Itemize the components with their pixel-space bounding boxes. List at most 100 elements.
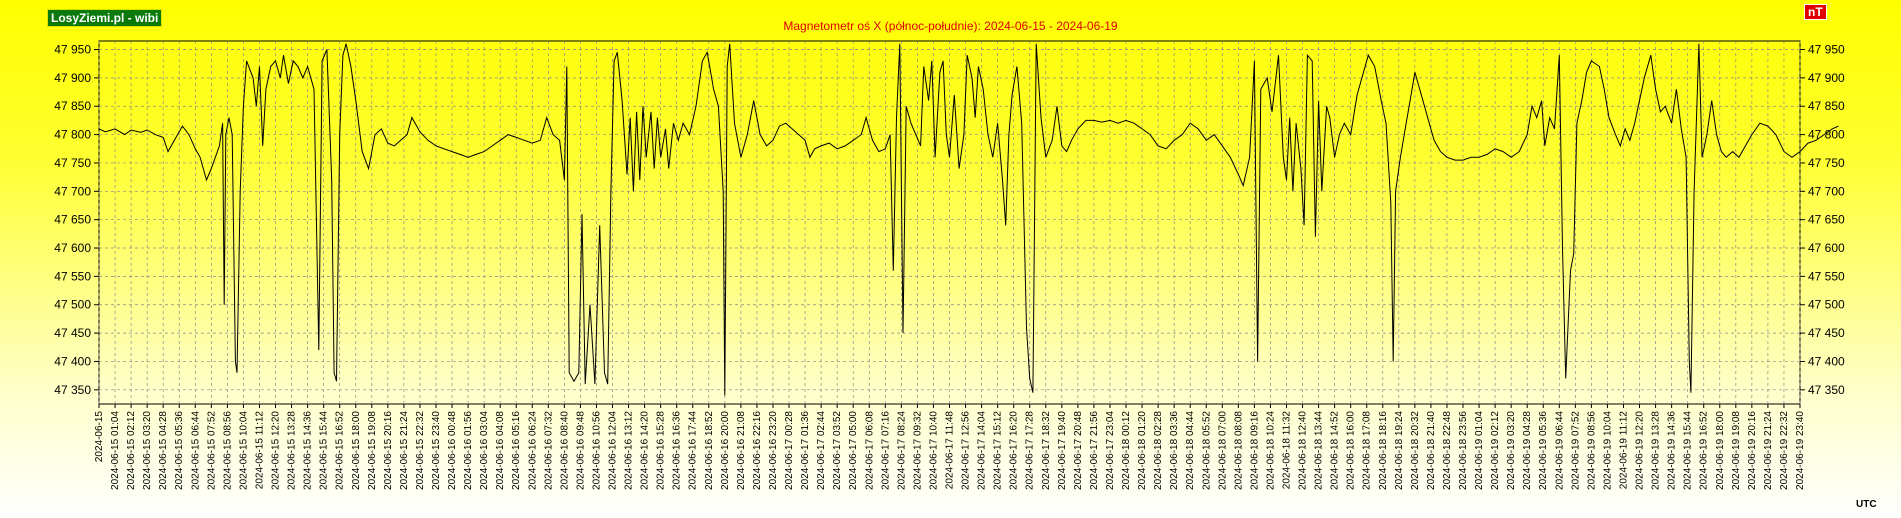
series-layer bbox=[98, 43, 1839, 396]
y-tick-label-right: 47 350 bbox=[1808, 383, 1845, 397]
x-tick-label: 2024-06-16 22:16 bbox=[752, 411, 763, 490]
x-tick-label: 2024-06-19 01:04 bbox=[1474, 411, 1485, 490]
x-tick-label: 2024-06-17 08:24 bbox=[896, 411, 907, 490]
y-tick-label-right: 47 700 bbox=[1808, 184, 1845, 198]
x-tick-label: 2024-06-17 20:48 bbox=[1073, 411, 1084, 490]
x-tick-label: 2024-06-15 03:20 bbox=[142, 411, 153, 490]
x-axis: 2024-06-15 2024-06-15 01:04 2024-06-15 02:… bbox=[94, 404, 1806, 490]
x-tick-label: 2024-06-15 15:44 bbox=[319, 411, 330, 490]
x-tick-label: 2024-06-18 08:08 bbox=[1233, 411, 1244, 490]
x-tick-label: 2024-06-18 18:16 bbox=[1378, 411, 1389, 490]
x-tick-label: 2024-06-19 12:20 bbox=[1635, 411, 1646, 490]
x-tick-label: 2024-06-19 02:12 bbox=[1490, 411, 1501, 490]
x-tick-label: 2024-06-18 21:40 bbox=[1426, 411, 1437, 490]
x-tick-label: 2024-06-19 03:20 bbox=[1506, 411, 1517, 490]
x-tick-label: 2024-06-19 23:40 bbox=[1795, 411, 1806, 490]
x-tick-label: 2024-06-15 23:40 bbox=[431, 411, 442, 490]
y-tick-label: 47 800 bbox=[54, 128, 91, 142]
x-tick-label: 2024-06-16 04:08 bbox=[495, 411, 506, 490]
x-tick-label: 2024-06-15 08:56 bbox=[222, 411, 233, 490]
x-tick-label: 2024-06-15 22:32 bbox=[415, 411, 426, 490]
x-tick-label: 2024-06-16 07:32 bbox=[543, 411, 554, 490]
x-tick-label: 2024-06-19 15:44 bbox=[1683, 411, 1694, 490]
x-tick-label: 2024-06-16 06:24 bbox=[527, 411, 538, 490]
x-tick-label: 2024-06-15 01:04 bbox=[110, 411, 121, 490]
y-tick-label: 47 350 bbox=[54, 383, 91, 397]
x-tick-label: 2024-06-18 19:24 bbox=[1394, 411, 1405, 490]
y-tick-label-right: 47 950 bbox=[1808, 43, 1845, 57]
y-tick-label-right: 47 750 bbox=[1808, 156, 1845, 170]
y-tick-label-right: 47 600 bbox=[1808, 241, 1845, 255]
y-tick-label-right: 47 450 bbox=[1808, 326, 1845, 340]
x-tick-label: 2024-06-16 21:08 bbox=[736, 411, 747, 490]
y-tick-label-right: 47 550 bbox=[1808, 269, 1845, 283]
chart-title: Magnetometr oś X (północ-południe): 2024… bbox=[783, 19, 1118, 33]
x-tick-label: 2024-06-17 02:44 bbox=[816, 411, 827, 490]
y-tick-label: 47 700 bbox=[54, 184, 91, 198]
x-tick-label: 2024-06-17 12:56 bbox=[961, 411, 972, 490]
x-tick-label: 2024-06-17 05:00 bbox=[848, 411, 859, 490]
x-tick-label: 2024-06-17 17:28 bbox=[1025, 411, 1036, 490]
x-tick-label: 2024-06-19 08:56 bbox=[1586, 411, 1597, 490]
x-tick-label: 2024-06-15 16:52 bbox=[335, 411, 346, 490]
x-tick-label: 2024-06-16 03:04 bbox=[479, 411, 490, 490]
x-tick-label: 2024-06-18 22:48 bbox=[1442, 411, 1453, 490]
site-logo[interactable]: LosyZiemi.pl - wibi bbox=[47, 9, 163, 27]
x-tick-label: 2024-06-15 04:28 bbox=[158, 411, 169, 490]
x-tick-label: 2024-06-19 20:16 bbox=[1747, 411, 1758, 490]
y-axis-left: 47 350 47 400 47 450 47 500 47 550 47 600 47 6… bbox=[54, 43, 99, 397]
x-tick-label: 2024-06-17 06:08 bbox=[864, 411, 875, 490]
y-tick-label: 47 900 bbox=[54, 71, 91, 85]
y-tick-label: 47 650 bbox=[54, 213, 91, 227]
x-tick-label: 2024-06-19 05:36 bbox=[1538, 411, 1549, 490]
y-tick-label-right: 47 850 bbox=[1808, 99, 1845, 113]
x-tick-label: 2024-06-16 13:12 bbox=[624, 411, 635, 490]
x-tick-label: 2024-06-18 11:32 bbox=[1281, 411, 1292, 490]
x-tick-label: 2024-06-18 23:56 bbox=[1458, 411, 1469, 490]
y-tick-label-right: 47 800 bbox=[1808, 128, 1845, 142]
x-tick-label: 2024-06-18 16:00 bbox=[1346, 411, 1357, 490]
x-tick-label: 2024-06-18 07:00 bbox=[1217, 411, 1228, 490]
x-tick-label: 2024-06-19 22:32 bbox=[1779, 411, 1790, 490]
x-tick-label: 2024-06-18 00:12 bbox=[1121, 411, 1132, 490]
x-tick-label: 2024-06-19 16:52 bbox=[1699, 411, 1710, 490]
x-tick-label: 2024-06-16 23:20 bbox=[768, 411, 779, 490]
y-tick-label: 47 750 bbox=[54, 156, 91, 170]
x-tick-label: 2024-06-15 12:20 bbox=[271, 411, 282, 490]
x-tick-label: 2024-06-16 17:44 bbox=[688, 411, 699, 490]
y-tick-label-right: 47 650 bbox=[1808, 213, 1845, 227]
x-tick-label: 2024-06-16 09:48 bbox=[575, 411, 586, 490]
x-tick-label: 2024-06-18 03:36 bbox=[1169, 411, 1180, 490]
y-tick-label: 47 850 bbox=[54, 99, 91, 113]
x-tick-label: 2024-06-15 10:04 bbox=[238, 411, 249, 490]
x-tick-label: 2024-06-16 01:56 bbox=[463, 411, 474, 490]
x-tick-label: 2024-06-15 05:36 bbox=[174, 411, 185, 490]
x-tick-label: 2024-06-19 14:36 bbox=[1667, 411, 1678, 490]
x-tick-label: 2024-06-19 11:12 bbox=[1618, 411, 1629, 490]
x-tick-label: 2024-06-19 04:28 bbox=[1522, 411, 1533, 490]
x-tick-label: 2024-06-18 04:44 bbox=[1185, 411, 1196, 490]
x-tick-label: 2024-06-15 21:24 bbox=[399, 411, 410, 490]
y-tick-label: 47 550 bbox=[54, 269, 91, 283]
x-tick-label: 2024-06-15 02:12 bbox=[126, 411, 137, 490]
x-tick-label: 2024-06-19 18:00 bbox=[1715, 411, 1726, 490]
x-tick-label: 2024-06-15 19:08 bbox=[367, 411, 378, 490]
x-tick-label: 2024-06-19 21:24 bbox=[1763, 411, 1774, 490]
x-tick-label: 2024-06-19 19:08 bbox=[1731, 411, 1742, 490]
x-tick-label: 2024-06-17 10:40 bbox=[928, 411, 939, 490]
timezone-label: UTC bbox=[1856, 499, 1877, 510]
x-tick-label: 2024-06-15 14:36 bbox=[303, 411, 314, 490]
y-tick-label: 47 400 bbox=[54, 354, 91, 368]
x-tick-label: 2024-06-16 12:04 bbox=[608, 411, 619, 490]
x-tick-label: 2024-06-18 05:52 bbox=[1201, 411, 1212, 490]
x-tick-label: 2024-06-16 16:36 bbox=[672, 411, 683, 490]
x-tick-label: 2024-06-16 00:48 bbox=[447, 411, 458, 490]
x-tick-label: 2024-06-15 13:28 bbox=[287, 411, 298, 490]
x-tick-label: 2024-06-17 18:32 bbox=[1041, 411, 1052, 490]
x-tick-label: 2024-06-16 08:40 bbox=[559, 411, 570, 490]
x-tick-label: 2024-06-19 13:28 bbox=[1651, 411, 1662, 490]
x-tick-label: 2024-06-19 06:44 bbox=[1554, 411, 1565, 490]
x-tick-label: 2024-06-16 05:16 bbox=[511, 411, 522, 490]
x-tick-label: 2024-06-15 bbox=[94, 411, 105, 463]
